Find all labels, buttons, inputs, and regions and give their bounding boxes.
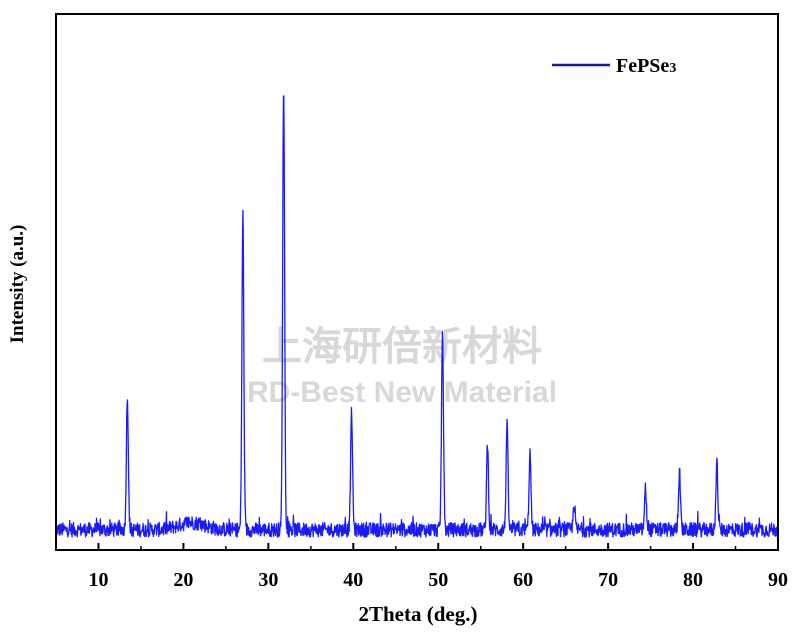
series-layer bbox=[55, 95, 779, 538]
x-tick-label: 30 bbox=[258, 569, 278, 591]
series-line-fepse3 bbox=[55, 95, 779, 538]
x-tick-label: 40 bbox=[343, 569, 363, 591]
watermark-english: RD-Best New Material bbox=[247, 376, 557, 409]
x-tick-label: 10 bbox=[88, 569, 108, 591]
x-tick-label: 90 bbox=[768, 569, 788, 591]
x-tick-label: 20 bbox=[173, 569, 193, 591]
x-tick-label: 60 bbox=[513, 569, 533, 591]
legend-label: FePSe3 bbox=[616, 55, 676, 77]
legend-label-main: FePSe bbox=[616, 55, 669, 77]
plot-frame bbox=[55, 13, 779, 551]
x-tick-label: 70 bbox=[598, 569, 618, 591]
x-axis: 10 20 30 40 50 60 70 80 90 bbox=[55, 543, 788, 591]
y-axis-label: Intensity (a.u.) bbox=[7, 225, 28, 344]
legend-label-subscript: 3 bbox=[669, 61, 676, 76]
x-axis-label: 2Theta (deg.) bbox=[359, 602, 478, 626]
watermark-chinese: 上海研倍新材料 bbox=[262, 324, 542, 370]
x-tick-label: 80 bbox=[683, 569, 703, 591]
watermark: 上海研倍新材料 RD-Best New Material bbox=[247, 324, 557, 409]
x-tick-label: 50 bbox=[428, 569, 448, 591]
legend: FePSe3 bbox=[552, 55, 676, 77]
